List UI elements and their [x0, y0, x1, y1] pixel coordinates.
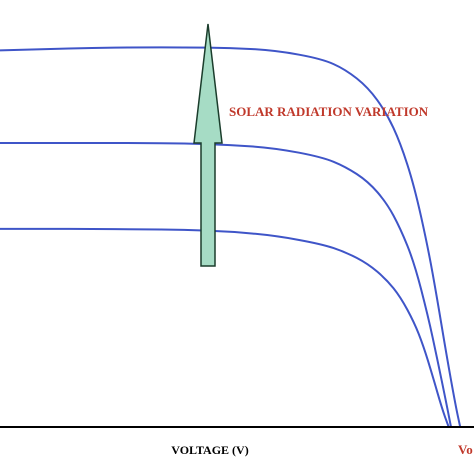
voc-label: Vo [458, 442, 473, 457]
iv-curve-3 [0, 227, 450, 428]
iv-curve-2 [0, 141, 452, 428]
iv-curve-1 [0, 46, 462, 428]
radiation-annotation: SOLAR RADIATION VARIATION [229, 104, 429, 119]
up-arrow-icon [193, 23, 223, 267]
curves-group [0, 46, 462, 428]
x-axis-label: VOLTAGE (V) [171, 443, 248, 457]
